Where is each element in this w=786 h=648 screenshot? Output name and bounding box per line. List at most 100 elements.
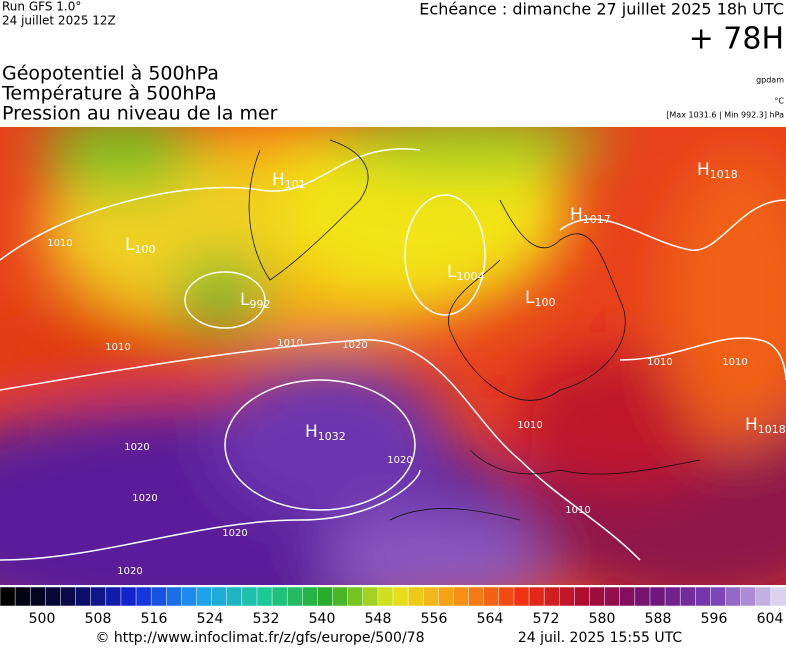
run-date: 24 juillet 2025 12Z [2,14,116,28]
isobar-label: 1010 [105,342,130,353]
colorbar-swatch [256,586,273,607]
title: Température à 500hPa [1,83,217,105]
center-value: 1032 [318,430,346,443]
colorbar-swatch [438,586,455,607]
colorbar-tick-label: 596 [701,611,728,627]
colorbar-swatch [755,586,772,607]
title: Géopotentiel à 500hPa [2,63,219,85]
unit: °C [774,97,784,106]
colorbar-swatch [377,586,394,607]
colorbar-tick-label: 516 [141,611,168,627]
colorbar-tick-label: 500 [29,611,56,627]
colorbar-swatch [135,586,152,607]
pressure-center: H1018 [697,160,738,181]
center-value: 100 [134,243,155,256]
pressure-center: L1004 [447,262,484,283]
colorbar-swatch [559,586,576,607]
echeance: Echéance : dimanche 27 juillet 2025 18h … [419,0,784,19]
colorbar-tick-label: 556 [421,611,448,627]
map-field [0,127,786,585]
colorbar-swatch [543,586,561,607]
colorbar-swatch [271,586,288,607]
colorbar-tick-label: 588 [645,611,672,627]
center-kind: H [305,422,318,442]
pressure-center: L100 [125,235,155,256]
colorbar-swatch [589,586,606,607]
isobar-label: 1020 [342,340,367,351]
isobar-label: 1010 [277,338,302,349]
center-value: 1004 [456,270,484,283]
isobar-label: 1010 [722,357,747,368]
center-kind: L [125,235,135,255]
colorbar-swatch [181,586,198,607]
run: Run GFS 1.0° [2,0,81,14]
center-value: 101 [285,178,306,191]
colorbar-tick-label: 548 [365,611,392,627]
colorbar-swatch [649,586,666,607]
colorbar-swatch [725,586,742,607]
pressure-center: H1032 [305,422,346,443]
colorbar-tick-label: 508 [85,611,112,627]
colorbar-swatch [453,586,470,607]
center-value: 1018 [710,168,738,181]
colorbar-swatch [695,586,712,607]
colorbar-tick-label: 540 [309,611,336,627]
center-kind: H [697,160,710,180]
colorbar-swatch [29,586,47,607]
colorbar-swatch [317,586,334,607]
colorbar-tick-label: 524 [197,611,224,627]
unit: gpdam [756,76,784,85]
center-kind: H [570,205,583,225]
center-value: 100 [534,296,555,309]
title: Pression au niveau de la mer [2,103,278,125]
colorbar-swatch [740,586,757,607]
colorbar-swatch [710,586,727,607]
min-max: [Max 1031.6 | Min 992.3] hPa [666,111,784,120]
center-kind: H [272,170,285,190]
pressure-center: H101 [272,170,306,191]
colorbar-swatch [0,586,16,607]
colorbar-swatch [407,586,424,607]
isobar-label: 1020 [387,455,412,466]
colorbar-swatch [604,586,621,607]
colorbar-swatch [120,586,137,607]
colorbar-swatch [468,586,485,607]
colorbar-swatch [90,586,107,607]
colorbar-swatch [634,586,651,607]
isobar-label: 1010 [47,238,72,249]
colorbar-tick-label: 604 [757,611,784,627]
isobar-label: 1020 [117,566,142,577]
isobar-label: 1020 [222,528,247,539]
isobar-label: 1010 [565,505,590,516]
isobar-label: 1020 [124,442,149,453]
center-value: 1017 [583,213,611,226]
colorbar-tick-label: 564 [477,611,504,627]
colorbar-swatch [14,586,31,607]
colorbar-swatch [664,586,681,607]
colorbar-swatch [513,586,530,607]
colorbar-tick-label: 580 [589,611,616,627]
footer-url: © http://www.infoclimat.fr/z/gfs/europe/… [95,630,424,646]
isobar-label: 1020 [132,493,157,504]
colorbar-swatch [679,586,697,607]
colorbar-swatch [362,586,379,607]
colorbar-swatch [166,586,183,607]
center-kind: H [745,415,758,435]
lead-time: + 78H [689,22,784,57]
isobar-label: 1010 [647,357,672,368]
colorbar-swatch [770,586,786,607]
colorbar-swatch [302,586,319,607]
colorbar-swatch [60,586,77,607]
footer-timestamp: 24 juil. 2025 15:55 UTC [518,630,683,646]
pressure-center: H1018 [745,415,786,436]
center-value: 992 [249,298,270,311]
colorbar-swatch [286,586,304,607]
pressure-center: H1017 [570,205,611,226]
colorbar-swatch [196,586,213,607]
colorbar-swatch [332,586,349,607]
colorbar-swatch [619,586,636,607]
center-kind: L [240,290,250,310]
colorbar-swatch [150,586,168,607]
